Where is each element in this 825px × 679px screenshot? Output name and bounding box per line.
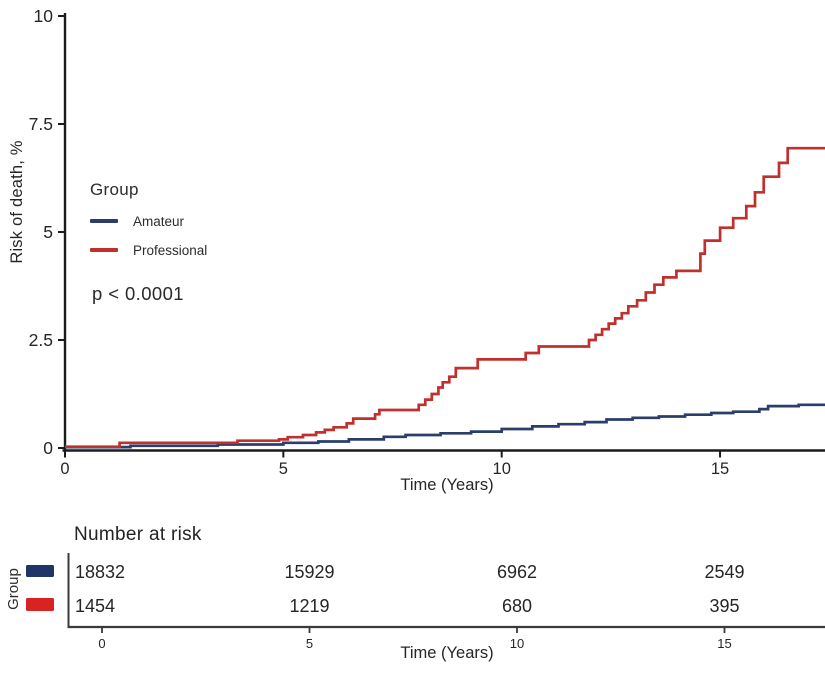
risk-axis-tick-label: 0 — [98, 636, 105, 651]
x-axis-title: Time (Years) — [400, 476, 494, 494]
x-axis-tick-label: 0 — [60, 460, 69, 478]
risk-axis-tick-label: 10 — [510, 636, 524, 651]
y-axis-tick-label: 5 — [43, 222, 53, 242]
y-axis-tick-label: 0 — [43, 438, 53, 458]
risk-value-amateur-2: 6962 — [497, 562, 537, 582]
y-axis-tick-label: 10 — [34, 6, 54, 26]
risk-value-professional-3: 395 — [709, 596, 739, 616]
y-axis-tick-label: 2.5 — [29, 330, 53, 350]
amateur-curve — [65, 403, 825, 449]
risk-table-title: Number at risk — [74, 524, 202, 545]
legend: Group Amateur Professional — [90, 180, 207, 258]
y-axis-tick-label: 7.5 — [29, 114, 53, 134]
professional-line-swatch-icon — [90, 248, 118, 252]
legend-label-professional: Professional — [133, 242, 208, 258]
x-axis-tick-label: 10 — [493, 460, 511, 478]
legend-item-amateur: Amateur — [90, 213, 207, 229]
risk-group-axis-label: Group — [5, 568, 22, 610]
professional-group-swatch-icon — [26, 598, 54, 611]
amateur-group-swatch-icon — [26, 565, 54, 577]
legend-label-amateur: Amateur — [133, 213, 185, 229]
risk-axis-tick-label: 15 — [717, 636, 731, 651]
x-axis-tick-label: 15 — [711, 460, 729, 478]
risk-value-professional-2: 680 — [502, 596, 532, 616]
risk-axis-title: Time (Years) — [400, 644, 494, 662]
risk-value-amateur-1: 15929 — [284, 562, 334, 582]
p-value-text: p < 0.0001 — [92, 283, 184, 304]
legend-item-professional: Professional — [90, 242, 207, 258]
y-axis-title: Risk of death, % — [8, 140, 26, 264]
risk-axis-tick-label: 5 — [306, 636, 313, 651]
risk-value-amateur-0: 18832 — [75, 562, 125, 582]
risk-value-professional-0: 1454 — [75, 596, 115, 616]
risk-value-professional-1: 1219 — [289, 596, 329, 616]
professional-curve — [65, 146, 825, 449]
amateur-line-swatch-icon — [90, 219, 118, 223]
x-axis-tick-label: 5 — [279, 460, 288, 478]
legend-title: Group — [90, 180, 139, 199]
risk-value-amateur-3: 2549 — [704, 562, 744, 582]
